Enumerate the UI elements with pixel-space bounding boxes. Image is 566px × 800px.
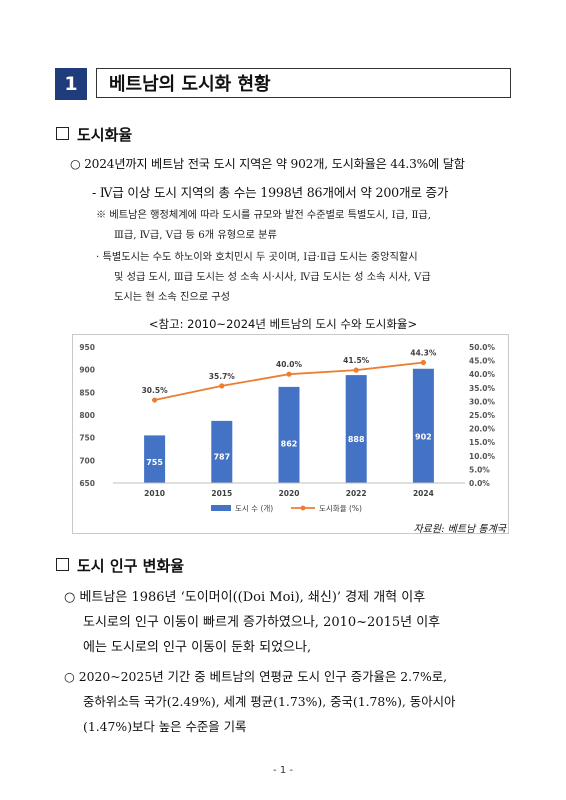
line-point [420,359,426,366]
bar-data-label: 755 [146,458,163,467]
x-tick-label: 2022 [346,489,367,498]
y-right-tick-label: 15.0% [469,438,496,447]
y-left-tick-label: 800 [79,411,95,420]
note-2-line-2: 및 성급 도시, Ⅲ급 도시는 성 소속 시·시사, Ⅳ급 도시는 성 소속 시… [114,272,431,283]
y-left-tick-label: 750 [79,434,95,443]
y-right-tick-label: 50.0% [469,343,496,352]
urbanization-bullet-2: - Ⅳ급 이상 도시 지역의 총 수는 1998년 86개에서 약 200개로 … [92,185,449,200]
bullet-1-line-2: 도시로의 인구 이동이 빠르게 증가하였으나, 2010~2015년 이후 [83,615,441,630]
bar [345,375,367,483]
bullet-2-line-3: (1.47%)보다 높은 수준을 기록 [83,719,247,734]
y-right-tick-label: 45.0% [469,357,496,366]
y-right-tick-label: 5.0% [469,465,490,474]
bar [412,368,434,483]
population-bullet-2: ○ 2020~2025년 기간 중 베트남의 연평균 도시 인구 증가율은 2.… [64,664,524,739]
bullet-2-line-1: ○ 2020~2025년 기간 중 베트남의 연평균 도시 인구 증가율은 2.… [64,669,448,684]
line-point [152,397,158,403]
bar-data-label: 787 [213,452,230,461]
section-number: 1 [55,68,87,100]
y-left-tick-label: 850 [79,388,95,397]
y-right-tick-label: 35.0% [469,384,496,393]
x-tick-label: 2015 [211,489,232,498]
legend-bar-swatch [211,505,231,511]
chart-caption: <참고: 2010~2024년 베트남의 도시 수와 도시화율> [148,317,418,331]
source-note: 자료원: 베트남 통계국 [413,524,506,535]
line-point [219,383,225,389]
line-data-label: 35.7% [209,372,236,381]
population-heading: 도시 인구 변화율 [56,555,184,576]
note-1-line-1: ※ 베트남은 행정체계에 따라 도시를 규모와 발전 수준별로 특별도시, Ⅰ급… [96,210,432,221]
bullet-1-line-1: ○ 베트남은 1986년 ‘도이머이((Doi Moi), 쇄신)’ 경제 개혁… [64,590,426,605]
note-2-line-1: · 특별도시는 수도 하노이와 호치민시 두 곳이며, Ⅰ급·Ⅱ급 도시는 중앙… [96,252,418,263]
bullet-2-line-2: 중하위소득 국가(2.49%), 세계 평균(1.73%), 중국(1.78%)… [83,694,456,709]
section-title: 베트남의 도시화 현황 [96,68,511,98]
population-heading-text: 도시 인구 변화율 [77,557,185,575]
legend-line-label: 도시화율 (%) [319,504,362,513]
square-bullet-icon [56,558,69,571]
bullet-1-line-3: 에는 도시로의 인구 이동이 둔화 되었으나, [83,640,312,655]
urbanization-heading-text: 도시화율 [77,126,133,144]
chart-frame: 950 900 850 800 750 700 650 50.0% 45.0% 40.0% 35.0… [72,334,509,534]
population-bullet-1: ○ 베트남은 1986년 ‘도이머이((Doi Moi), 쇄신)’ 경제 개혁… [64,585,524,660]
urbanization-heading: 도시화율 [56,124,132,145]
y-left-tick-label: 950 [79,343,95,352]
bar [144,435,166,483]
line-point [353,367,359,373]
bar [211,420,233,483]
bar-data-label: 888 [348,435,365,444]
section-title-text: 베트남의 도시화 현황 [109,74,271,95]
x-tick-label: 2010 [144,489,165,498]
y-right-tick-label: 10.0% [469,452,496,461]
y-right-tick-label: 40.0% [469,370,496,379]
urbanization-note-2: · 특별도시는 수도 하노이와 호치민시 두 곳이며, Ⅰ급·Ⅱ급 도시는 중앙… [96,248,516,308]
page-number: - 1 - [273,765,293,776]
chart-svg: 950 900 850 800 750 700 650 50.0% 45.0% 40.0% 35.0… [79,343,496,513]
y-left-tick-label: 650 [79,479,95,488]
line-data-label: 30.5% [142,386,169,395]
square-bullet-icon [56,127,69,140]
y-right-tick-label: 0.0% [469,479,490,488]
bar-data-label: 902 [415,433,432,442]
line-data-label: 44.3% [410,349,437,358]
y-left-tick-label: 900 [79,366,95,375]
y-right-tick-label: 20.0% [469,425,496,434]
y-right-tick-label: 30.0% [469,397,496,406]
urbanization-note-1: ※ 베트남은 행정체계에 따라 도시를 규모와 발전 수준별로 특별도시, Ⅰ급… [96,206,516,246]
y-right-tick-label: 25.0% [469,411,496,420]
urbanization-bullet-1: ○ 2024년까지 베트남 전국 도시 지역은 약 902개, 도시화율은 44… [70,157,465,171]
note-1-line-2: Ⅲ급, Ⅳ급, Ⅴ급 등 6개 유형으로 분류 [114,230,277,241]
x-tick-label: 2024 [413,489,434,498]
note-2-line-3: 도시는 현 소속 진으로 구성 [114,292,231,303]
bar-data-label: 862 [281,439,298,448]
line-data-label: 40.0% [276,360,303,369]
y-left-tick-label: 700 [79,456,95,465]
legend-line-marker [300,505,306,511]
legend-bar-label: 도시 수 (개) [235,503,273,513]
line-data-label: 41.5% [343,356,370,365]
line-point [286,371,292,377]
x-tick-label: 2020 [279,489,300,498]
bar [278,386,300,483]
